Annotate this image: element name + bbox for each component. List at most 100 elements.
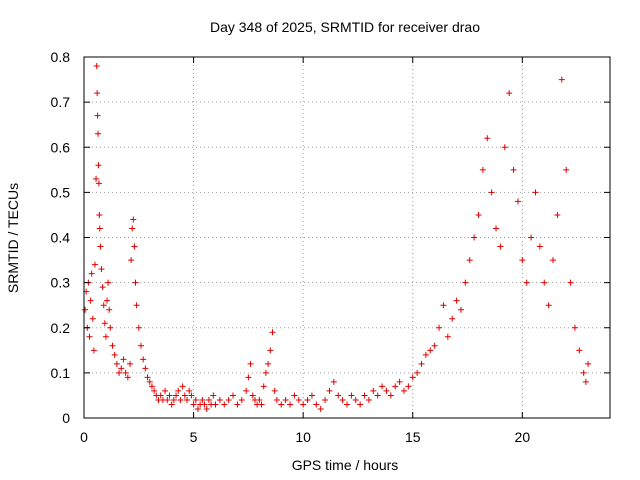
y-tick-label: 0.7: [51, 94, 71, 110]
data-point: [550, 257, 557, 264]
data-point: [137, 342, 144, 349]
data-point: [339, 396, 346, 403]
data-point: [104, 297, 111, 304]
data-point: [132, 279, 139, 286]
y-tick-label: 0.3: [51, 275, 71, 291]
data-point: [383, 387, 390, 394]
data-point: [409, 374, 416, 381]
data-point: [111, 351, 118, 358]
data-point: [212, 401, 219, 408]
data-point: [192, 396, 199, 403]
data-point: [205, 396, 212, 403]
data-point: [210, 392, 217, 399]
data-point: [157, 392, 164, 399]
data-point: [144, 374, 151, 381]
data-point: [484, 135, 491, 142]
x-tick-label: 5: [190, 429, 198, 445]
data-point: [571, 324, 578, 331]
data-point: [475, 211, 482, 218]
data-point: [238, 396, 245, 403]
data-point: [523, 279, 530, 286]
data-point: [100, 302, 107, 309]
data-point: [457, 306, 464, 313]
data-point: [86, 333, 93, 340]
data-point: [528, 234, 535, 241]
data-point: [501, 144, 508, 151]
data-point: [308, 392, 315, 399]
data-point: [177, 396, 184, 403]
data-point: [567, 279, 574, 286]
data-point: [422, 351, 429, 358]
data-point: [168, 401, 175, 408]
data-point: [162, 387, 169, 394]
data-point: [361, 392, 368, 399]
data-point: [436, 324, 443, 331]
data-point: [576, 347, 583, 354]
data-point: [479, 166, 486, 173]
data-point: [313, 401, 320, 408]
data-point: [113, 360, 120, 367]
data-point: [317, 405, 324, 412]
data-point: [95, 180, 102, 187]
data-point: [93, 63, 100, 70]
data-point: [96, 225, 103, 232]
data-point: [96, 211, 103, 218]
data-point: [300, 401, 307, 408]
data-point: [295, 396, 302, 403]
data-point: [234, 401, 241, 408]
data-point: [135, 324, 142, 331]
grid-lines: [84, 57, 610, 418]
data-point: [545, 302, 552, 309]
data-point: [221, 401, 228, 408]
data-point: [249, 392, 256, 399]
data-point: [405, 383, 412, 390]
data-point: [166, 392, 173, 399]
data-point: [201, 401, 208, 408]
data-point: [82, 306, 89, 313]
data-point: [396, 378, 403, 385]
x-tick-label: 15: [405, 429, 421, 445]
data-point: [344, 401, 350, 408]
data-point: [585, 360, 592, 367]
y-tick-label: 0.8: [51, 49, 71, 65]
x-tick-label: 10: [295, 429, 311, 445]
data-point: [256, 396, 263, 403]
data-point: [506, 90, 513, 97]
data-point: [580, 369, 587, 376]
data-point: [90, 347, 97, 354]
data-point: [387, 392, 394, 399]
data-point: [128, 257, 135, 264]
data-point: [170, 396, 177, 403]
data-point: [116, 369, 123, 376]
data-point: [532, 189, 539, 196]
data-point: [88, 270, 95, 277]
data-point: [190, 401, 197, 408]
data-point: [107, 324, 114, 331]
data-point: [95, 130, 102, 137]
data-point: [427, 347, 434, 354]
y-tick-label: 0.6: [51, 139, 71, 155]
data-point: [127, 360, 134, 367]
data-point: [225, 396, 232, 403]
data-point: [462, 279, 469, 286]
y-tick-label: 0.2: [51, 320, 71, 336]
data-point: [265, 360, 272, 367]
data-point: [335, 392, 342, 399]
data-point: [133, 302, 140, 309]
data-point: [122, 369, 129, 376]
x-tick-label: 0: [80, 429, 88, 445]
data-point: [269, 329, 276, 336]
data-point: [260, 383, 267, 390]
data-point: [271, 387, 278, 394]
data-point: [444, 333, 451, 340]
data-point: [247, 360, 254, 367]
data-point: [124, 374, 131, 381]
data-point: [95, 162, 102, 169]
data-point: [199, 396, 206, 403]
data-point: [510, 166, 517, 173]
data-point: [400, 387, 407, 394]
data-point: [93, 175, 100, 182]
data-point: [514, 198, 521, 205]
data-point: [431, 342, 438, 349]
